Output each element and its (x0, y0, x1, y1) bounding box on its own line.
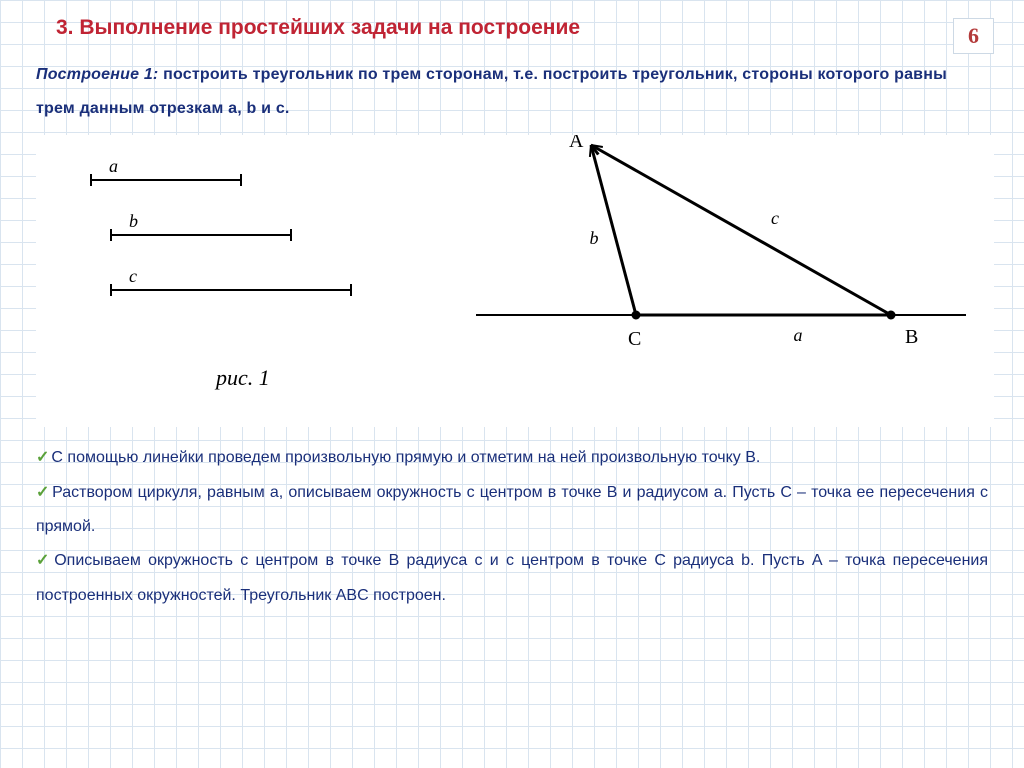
step-1-text: С помощью линейки проведем произвольную … (51, 449, 760, 466)
page-number: 6 (953, 18, 994, 54)
step-1: ✓С помощью линейки проведем произвольную… (36, 441, 988, 475)
svg-text:B: B (905, 326, 918, 348)
svg-text:c: c (771, 208, 779, 228)
steps-list: ✓С помощью линейки проведем произвольную… (0, 435, 1024, 613)
step-2-text: Раствором циркуля, равным a, описываем о… (36, 484, 988, 535)
problem-text: построить треугольник по трем сторонам, … (36, 66, 947, 117)
svg-text:a: a (794, 325, 803, 345)
svg-text:c: c (129, 266, 137, 286)
problem-statement: Построение 1: построить треугольник по т… (0, 48, 1024, 131)
figure-area: a b c puc. 1 A B Ca b c (36, 135, 994, 427)
svg-text:puc. 1: puc. 1 (214, 365, 270, 390)
step-2: ✓Раствором циркуля, равным a, описываем … (36, 476, 988, 545)
check-icon: ✓ (36, 484, 50, 501)
svg-text:C: C (628, 328, 641, 350)
problem-lead: Построение 1: (36, 66, 158, 83)
svg-text:b: b (129, 211, 138, 231)
step-3-text: Описываем окружность с центром в точке B… (36, 552, 988, 603)
svg-text:A: A (569, 135, 584, 152)
check-icon: ✓ (36, 449, 49, 466)
check-icon: ✓ (36, 552, 52, 569)
construction-diagram: a b c puc. 1 A B Ca b c (36, 135, 996, 427)
svg-text:b: b (590, 228, 599, 248)
section-heading: 3. Выполнение простейших задачи на постр… (0, 0, 1024, 48)
step-3: ✓Описываем окружность с центром в точке … (36, 544, 988, 613)
svg-text:a: a (109, 156, 118, 176)
